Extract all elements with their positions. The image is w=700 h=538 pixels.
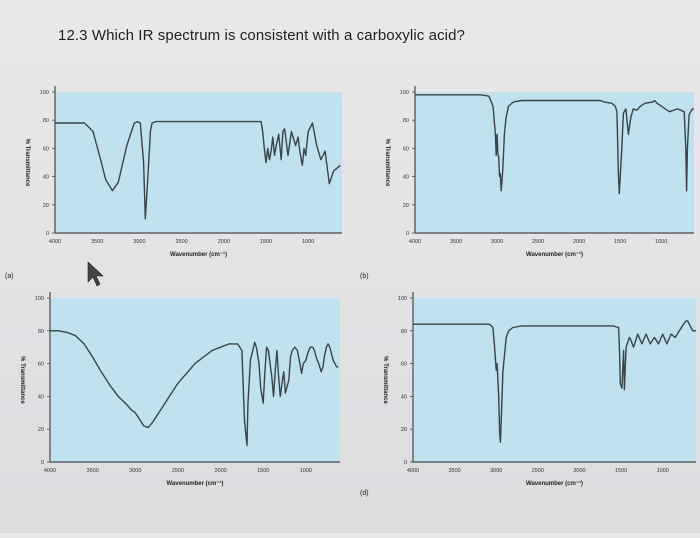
- spectrum-panel-3: 0 20 40 60 80 100 4000 3500 3000 2500 2000 1500 1000…: [19, 292, 340, 487]
- panel-label: (b): [360, 273, 369, 280]
- x-tick-label: 1000: [300, 468, 312, 474]
- y-tick-label: 80: [401, 329, 407, 335]
- x-tick-label: 1500: [614, 239, 626, 245]
- x-tick-label: 1500: [615, 468, 627, 474]
- spectrum-trace: [55, 120, 341, 220]
- y-tick-label: 20: [403, 203, 409, 209]
- x-tick-label: 2000: [573, 468, 585, 474]
- y-tick-label: 60: [401, 362, 407, 368]
- y-axis-label: % Transmittance: [24, 139, 30, 187]
- mouse-cursor-icon: [87, 261, 104, 287]
- x-tick-label: 4000: [49, 239, 61, 245]
- y-tick-label: 100: [400, 90, 409, 96]
- y-tick-label: 0: [46, 231, 49, 237]
- x-tick-label: 3000: [490, 468, 502, 474]
- y-tick-label: 0: [41, 460, 44, 466]
- plot-area: [55, 92, 342, 233]
- x-axis-label: Wavenumber (cm⁻¹): [526, 251, 583, 258]
- x-tick-label: 3000: [133, 239, 145, 245]
- panel-label: (a): [5, 273, 14, 280]
- y-tick-label: 100: [398, 296, 407, 302]
- y-axis-label: % Transmittance: [382, 356, 388, 404]
- y-tick-label: 80: [38, 329, 44, 335]
- x-tick-label: 1000: [657, 468, 669, 474]
- plot-area: [413, 298, 696, 462]
- y-tick-label: 40: [38, 394, 44, 400]
- y-tick-label: 20: [401, 427, 407, 433]
- x-tick-label: 4000: [407, 468, 419, 474]
- x-tick-label: 1500: [257, 468, 269, 474]
- panel-label: (d): [360, 490, 369, 497]
- plot-area: [50, 298, 340, 462]
- y-axis-label: % Transmittance: [19, 356, 25, 404]
- spectrum-panel-2: 0 20 40 60 80 100 4000 3500 3000 2500 2000 1500 1000…: [360, 86, 694, 280]
- x-axis-label: Wavenumber (cm⁻¹): [167, 480, 224, 487]
- x-tick-label: 4000: [44, 468, 56, 474]
- x-tick-label: 2000: [218, 239, 230, 245]
- x-tick-label: 2000: [573, 239, 585, 245]
- x-tick-label: 1000: [302, 239, 314, 245]
- x-tick-label: 3500: [91, 239, 103, 245]
- spectrum-trace: [413, 320, 696, 443]
- x-tick-label: 3500: [450, 239, 462, 245]
- spectrum-trace: [415, 94, 694, 195]
- spectrum-panel-1: 0 20 40 60 80 100 4000 3500 3000 2500 2000 1500 1000…: [5, 86, 342, 280]
- y-tick-label: 80: [403, 118, 409, 124]
- x-tick-label: 3500: [87, 468, 99, 474]
- y-tick-label: 80: [43, 118, 49, 124]
- spectrum-panel-4: 0 20 40 60 80 100 4000 3500 3000 2500 2000 1500 1000…: [360, 292, 696, 497]
- plot-area: [415, 92, 694, 233]
- x-tick-label: 4000: [409, 239, 421, 245]
- y-tick-label: 60: [43, 146, 49, 152]
- x-tick-label: 2500: [175, 239, 187, 245]
- x-tick-label: 3000: [491, 239, 503, 245]
- y-tick-label: 20: [43, 203, 49, 209]
- x-tick-label: 1000: [655, 239, 667, 245]
- x-tick-label: 2500: [172, 468, 184, 474]
- y-tick-label: 40: [43, 175, 49, 181]
- y-tick-label: 100: [35, 296, 44, 302]
- x-tick-label: 2500: [532, 239, 544, 245]
- y-tick-label: 60: [38, 362, 44, 368]
- x-axis-label: Wavenumber (cm⁻¹): [170, 251, 227, 258]
- x-tick-label: 1500: [260, 239, 272, 245]
- x-tick-label: 2500: [532, 468, 544, 474]
- y-tick-label: 40: [403, 175, 409, 181]
- y-tick-label: 20: [38, 427, 44, 433]
- x-tick-label: 3500: [448, 468, 460, 474]
- spectrum-trace: [50, 330, 339, 447]
- x-tick-label: 2000: [214, 468, 226, 474]
- y-tick-label: 0: [404, 460, 407, 466]
- x-axis-label: Wavenumber (cm⁻¹): [526, 480, 583, 487]
- y-axis-label: % Transmittance: [384, 139, 390, 187]
- y-tick-label: 40: [401, 394, 407, 400]
- y-tick-label: 100: [40, 90, 49, 96]
- y-tick-label: 0: [406, 231, 409, 237]
- y-tick-label: 60: [403, 146, 409, 152]
- question-title: 12.3 Which IR spectrum is consistent wit…: [58, 27, 465, 44]
- x-tick-label: 3000: [129, 468, 141, 474]
